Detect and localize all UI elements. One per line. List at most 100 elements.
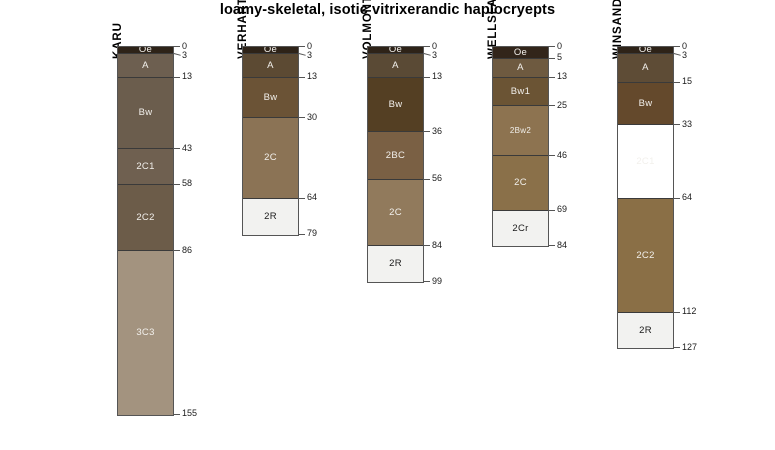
horizon-label: 2BC [385, 149, 406, 161]
depth-label: 155 [182, 408, 198, 419]
depth-label: 13 [432, 71, 443, 82]
depth-leader-line [673, 53, 681, 56]
depth-label: 56 [432, 173, 443, 184]
depth-tick [174, 183, 180, 185]
depth-label: 3 [182, 49, 188, 60]
depth-leader-line [173, 53, 181, 56]
soil-profile: VERHART Oe A Bw 2C 2R 0 3 13 30 64 79 [212, 0, 362, 450]
horizon-label: Bw [388, 98, 403, 110]
soil-profile: KARU Oe A Bw 2C1 2C2 3C3 0 3 13 43 58 86 155 [87, 0, 237, 450]
depth-label: 64 [307, 192, 318, 203]
depth-label: 25 [557, 99, 568, 110]
depth-label: 112 [682, 306, 697, 317]
horizon: A [618, 54, 673, 83]
profile-column: Oe A Bw 2C1 2C2 3C3 [117, 46, 174, 416]
depth-tick [549, 209, 555, 211]
soil-profile: WINSAND Oe A Bw 2C1 2C2 2R 0 3 15 33 64 112 127 [587, 0, 737, 450]
horizon: 2C1 [118, 149, 173, 185]
horizon-label: A [642, 62, 649, 74]
depth-label: 64 [682, 192, 693, 203]
depth-axis [298, 46, 299, 234]
horizon: Bw [243, 77, 298, 119]
depth-leader-line [298, 53, 306, 56]
horizon: Oe [118, 47, 173, 55]
horizon: 2C [368, 179, 423, 247]
horizon: 2Cr [493, 210, 548, 247]
depth-label: 0 [432, 40, 438, 51]
depth-label: 5 [557, 52, 563, 63]
horizon-label: 2Bw2 [509, 125, 532, 135]
depth-tick [174, 46, 180, 47]
depth-tick [549, 245, 555, 247]
horizon-label: 2C2 [136, 211, 155, 223]
horizon-label: Oe [263, 47, 278, 55]
horizon-label: A [267, 59, 274, 71]
depth-label: 0 [557, 40, 563, 51]
horizon: Oe [368, 47, 423, 55]
depth-tick [549, 76, 555, 78]
depth-label: 46 [557, 149, 568, 160]
depth-label: 3 [307, 49, 313, 60]
depth-tick [424, 76, 430, 78]
horizon-label: 2C [389, 206, 402, 218]
depth-tick [549, 57, 555, 59]
horizon: Oe [243, 47, 298, 55]
soil-profile: VOLMONT Oe A Bw 2BC 2C 2R 0 3 13 36 56 84 99 [337, 0, 487, 450]
depth-label: 3 [432, 49, 438, 60]
depth-label: 84 [557, 239, 568, 250]
depth-label: 13 [307, 71, 318, 82]
depth-tick [299, 233, 305, 235]
horizon-label: 2Cr [512, 222, 529, 234]
horizon: Bw [118, 77, 173, 150]
depth-axis [423, 46, 424, 282]
horizon: 2C1 [618, 125, 673, 199]
horizon: 2C [493, 156, 548, 211]
depth-label: 0 [182, 40, 188, 51]
horizon-label: 2R [639, 324, 652, 336]
depth-tick [299, 76, 305, 78]
horizon: 3C3 [118, 251, 173, 415]
depth-tick [674, 347, 680, 349]
horizon-label: Bw [638, 97, 653, 109]
horizon: A [243, 54, 298, 78]
horizon: 2Bw2 [493, 106, 548, 157]
horizon-label: 3C3 [136, 327, 155, 339]
depth-tick [674, 311, 680, 313]
horizon-label: Bw [263, 91, 278, 103]
horizon: A [368, 54, 423, 78]
depth-tick [549, 105, 555, 107]
depth-label: 69 [557, 204, 568, 215]
depth-tick [299, 197, 305, 199]
depth-label: 0 [682, 40, 688, 51]
horizon-label: A [142, 59, 149, 71]
horizon: 2R [243, 198, 298, 235]
horizon: Bw [368, 77, 423, 133]
page-title: loamy-skeletal, isotic vitrixerandic hap… [219, 2, 556, 18]
depth-tick [424, 131, 430, 133]
horizon-label: Oe [138, 47, 153, 55]
horizon: 2R [368, 246, 423, 283]
horizon-label: 2C [264, 152, 277, 164]
depth-axis [173, 46, 174, 414]
depth-tick [174, 148, 180, 150]
depth-label: 36 [432, 125, 443, 136]
depth-tick [549, 155, 555, 157]
depth-label: 30 [307, 111, 318, 122]
depth-label: 13 [557, 71, 568, 82]
depth-label: 86 [182, 244, 193, 255]
depth-label: 43 [182, 142, 193, 153]
horizon-label: Oe [388, 47, 403, 55]
horizon-label: 2R [264, 210, 277, 222]
depth-tick [299, 117, 305, 119]
horizon: 2C2 [618, 198, 673, 313]
horizon-label: 2C2 [636, 249, 655, 261]
horizon-label: 2R [389, 258, 402, 270]
depth-label: 15 [682, 76, 693, 87]
depth-tick [424, 178, 430, 180]
horizon-label: Oe [513, 47, 528, 58]
horizon-label: 2C1 [136, 160, 155, 172]
depth-label: 33 [682, 118, 693, 129]
horizon-label: 2C1 [636, 155, 655, 167]
horizon-label: 2C [514, 177, 527, 189]
